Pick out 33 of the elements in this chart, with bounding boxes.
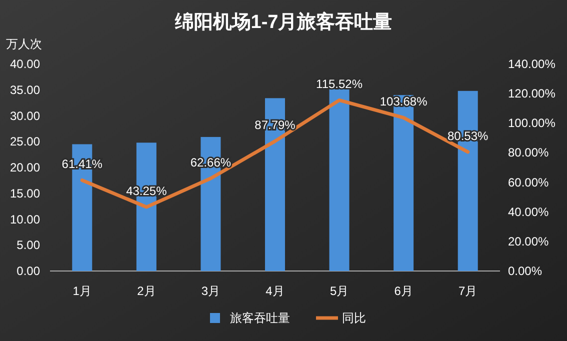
x-tick-label: 7月 [458, 284, 478, 298]
y-tick-label: 30.00 [10, 108, 40, 123]
y2-tick-label: 40.00% [508, 204, 550, 219]
chart-title: 绵阳机场1-7月旅客吞吐量 [174, 11, 392, 33]
x-tick-label: 2月 [137, 284, 156, 298]
y2-tick-label: 0.00% [508, 264, 542, 278]
data-label: 115.52% [316, 77, 363, 92]
y2-tick-label: 120.00% [508, 86, 556, 101]
y-tick-label: 10.00 [10, 212, 40, 226]
x-tick-label: 6月 [394, 284, 413, 298]
y-tick-label: 20.00 [10, 160, 40, 174]
x-tick-label: 1月 [72, 284, 92, 298]
y2-tick-label: 140.00% [508, 57, 556, 71]
legend-label: 旅客吞吐量 [230, 311, 290, 325]
data-label: 80.53% [448, 128, 489, 143]
data-label: 87.79% [254, 118, 296, 132]
x-tick-label: 4月 [266, 284, 284, 298]
y-tick-label: 5.00 [16, 238, 40, 252]
y2-tick-label: 80.00% [508, 146, 550, 160]
data-label: 61.41% [62, 157, 103, 172]
y-axis-title: 万人次 [6, 37, 42, 51]
y-tick-label: 35.00 [10, 82, 40, 97]
y-tick-label: 25.00 [10, 134, 40, 149]
y-tick-label: 0.00 [16, 264, 40, 278]
data-label: 62.66% [190, 155, 232, 170]
x-tick-label: 5月 [330, 284, 349, 298]
y2-tick-label: 60.00% [508, 175, 550, 190]
y-tick-label: 40.00 [10, 57, 40, 71]
y2-tick-label: 20.00% [508, 234, 550, 248]
legend-label: 同比 [342, 311, 366, 325]
x-tick-label: 3月 [201, 284, 220, 298]
y2-tick-label: 100.00% [508, 116, 556, 130]
y-tick-label: 15.00 [10, 186, 40, 200]
